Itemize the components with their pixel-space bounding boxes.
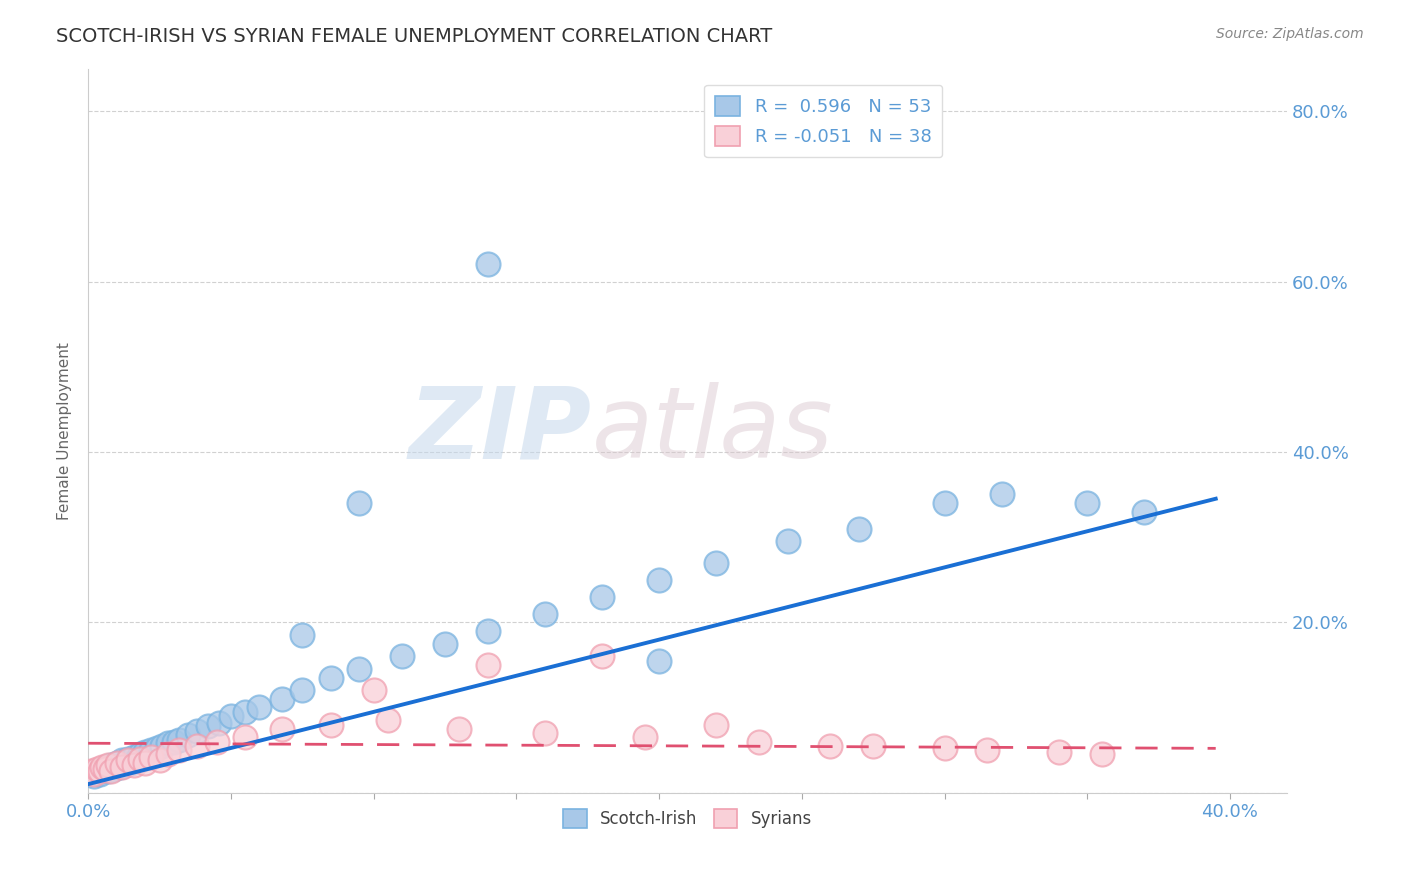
Point [377, 713, 399, 727]
Point [363, 683, 385, 698]
Point [131, 751, 153, 765]
Point [169, 743, 191, 757]
Point [83, 769, 105, 783]
Text: atlas: atlas [592, 382, 834, 479]
Point [122, 757, 145, 772]
Point [291, 628, 314, 642]
Point [704, 717, 727, 731]
Point [319, 671, 342, 685]
Point [477, 657, 499, 672]
Point [157, 736, 180, 750]
Text: Source: ZipAtlas.com: Source: ZipAtlas.com [1216, 27, 1364, 41]
Point [319, 717, 342, 731]
Point [349, 662, 371, 676]
Point [534, 607, 557, 621]
Point [105, 756, 128, 770]
Point [139, 743, 162, 757]
Point [100, 764, 122, 779]
Point [94, 760, 117, 774]
Point [83, 767, 105, 781]
Point [128, 751, 150, 765]
Point [186, 724, 208, 739]
Point [208, 715, 231, 730]
Point [477, 257, 499, 271]
Point [990, 487, 1012, 501]
Point [134, 756, 156, 770]
Point [748, 734, 770, 748]
Point [150, 739, 173, 753]
Text: SCOTCH-IRISH VS SYRIAN FEMALE UNEMPLOYMENT CORRELATION CHART: SCOTCH-IRISH VS SYRIAN FEMALE UNEMPLOYME… [56, 27, 772, 45]
Point [177, 728, 200, 742]
Point [634, 731, 657, 745]
Point [249, 700, 271, 714]
Point [477, 624, 499, 638]
Point [433, 636, 456, 650]
Point [114, 757, 136, 772]
Point [163, 734, 186, 748]
Y-axis label: Female Unemployment: Female Unemployment [58, 342, 72, 519]
Point [976, 743, 998, 757]
Text: ZIP: ZIP [409, 382, 592, 479]
Point [349, 496, 371, 510]
Legend: Scotch-Irish, Syrians: Scotch-Irish, Syrians [557, 803, 818, 835]
Point [186, 739, 208, 753]
Point [534, 726, 557, 740]
Point [591, 649, 613, 664]
Point [219, 709, 242, 723]
Point [391, 649, 413, 664]
Point [134, 745, 156, 759]
Point [820, 739, 842, 753]
Point [111, 760, 134, 774]
Point [648, 654, 671, 668]
Point [105, 756, 128, 770]
Point [205, 734, 228, 748]
Point [94, 762, 117, 776]
Point [157, 747, 180, 762]
Point [91, 760, 114, 774]
Point [704, 556, 727, 570]
Point [97, 764, 120, 779]
Point [934, 496, 956, 510]
Point [1076, 496, 1098, 510]
Point [648, 573, 671, 587]
Point [848, 522, 870, 536]
Point [148, 753, 170, 767]
Point [291, 683, 314, 698]
Point [934, 741, 956, 756]
Point [103, 762, 125, 776]
Point [145, 741, 167, 756]
Point [776, 534, 799, 549]
Point [449, 722, 471, 736]
Point [120, 756, 142, 770]
Point [91, 762, 114, 776]
Point [233, 705, 256, 719]
Point [80, 764, 103, 779]
Point [862, 739, 884, 753]
Point [1047, 745, 1070, 759]
Point [1090, 747, 1112, 762]
Point [1133, 504, 1156, 518]
Point [86, 762, 108, 776]
Point [233, 731, 256, 745]
Point [117, 753, 139, 767]
Point [111, 753, 134, 767]
Point [197, 719, 219, 733]
Point [122, 750, 145, 764]
Point [89, 764, 111, 779]
Point [125, 753, 148, 767]
Point [591, 590, 613, 604]
Point [139, 750, 162, 764]
Point [89, 767, 111, 781]
Point [97, 758, 120, 772]
Point [86, 764, 108, 779]
Point [271, 722, 294, 736]
Point [100, 758, 122, 772]
Point [271, 692, 294, 706]
Point [117, 751, 139, 765]
Point [169, 732, 191, 747]
Point [108, 760, 131, 774]
Point [128, 747, 150, 762]
